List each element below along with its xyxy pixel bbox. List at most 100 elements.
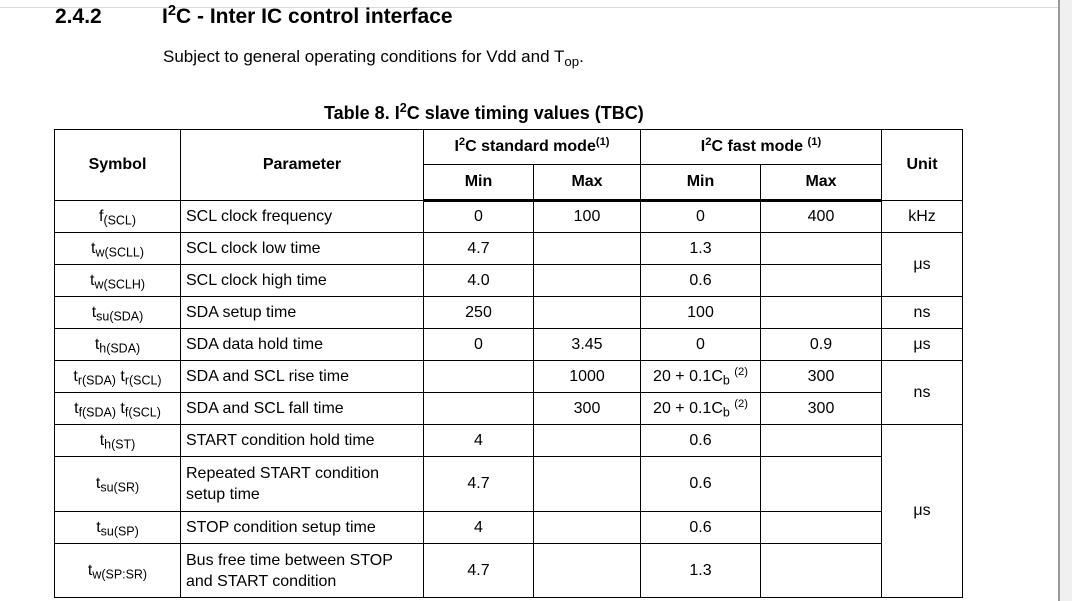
unit-cell: μs [881,232,963,297]
fast-min-cell: 20 + 0.1Cb (2) [640,392,761,425]
table-row: tsu(SR) Repeated START condition setup ti… [54,456,963,512]
parameter-cell: SCL clock low time [180,232,424,265]
std-min-cell: 4 [423,511,534,544]
fast-max-cell [760,264,882,297]
symbol-cell: tsu(SDA) [54,296,181,329]
symbol-cell: tsu(SP) [54,511,181,544]
fast-min-cell: 20 + 0.1Cb (2) [640,360,761,393]
parameter-cell: SDA setup time [180,296,424,329]
std-max-cell [533,232,641,265]
fast-max-cell: 0.9 [760,328,882,361]
symbol-cell: f(SCL) [54,200,181,233]
symbol-cell: tsu(SR) [54,456,181,512]
unit-cell: ns [881,296,963,329]
symbol-cell: th(SDA) [54,328,181,361]
unit-cell: μs [881,424,963,598]
fast-min-cell: 0.6 [640,264,761,297]
unit-cell: μs [881,328,963,361]
std-max-cell [533,296,641,329]
std-min-cell [423,392,534,425]
header-standard-mode: I2C standard mode(1) [423,129,641,165]
std-min-cell: 4.7 [423,543,534,598]
table-row: tsu(SP) STOP condition setup time 4 0.6 [54,511,963,544]
fast-min-cell: 0 [640,328,761,361]
symbol-cell: tw(SCLH) [54,264,181,297]
parameter-cell: SDA and SCL rise time [180,360,424,393]
symbol-cell: th(ST) [54,424,181,457]
table-row: f(SCL) SCL clock frequency 0 100 0 400 k… [54,200,963,233]
parameter-cell: SDA data hold time [180,328,424,361]
std-max-cell [533,264,641,297]
unit-cell: kHz [881,200,963,233]
symbol-cell: tf(SDA) tf(SCL) [54,392,181,425]
parameter-cell: SCL clock frequency [180,200,424,233]
std-min-cell: 4.7 [423,456,534,512]
std-min-cell: 0 [423,328,534,361]
table-row: tw(SP:SR) Bus free time between STOP and … [54,543,963,598]
fast-min-cell: 100 [640,296,761,329]
parameter-cell: SDA and SCL fall time [180,392,424,425]
parameter-cell: Bus free time between STOP and START cond… [180,543,424,598]
fast-min-cell: 0.6 [640,424,761,457]
fast-max-cell: 300 [760,360,882,393]
fast-max-cell [760,511,882,544]
section-title: I2C - Inter IC control interface [162,2,453,28]
table-row: th(SDA) SDA data hold time 0 3.45 0 0.9 … [54,328,963,361]
std-max-cell [533,543,641,598]
symbol-cell: tw(SCLL) [54,232,181,265]
table-row: tw(SCLL) SCL clock low time 4.7 1.3 μs [54,232,963,297]
fast-max-cell [760,456,882,512]
header-std-max: Max [533,164,641,202]
std-max-cell [533,456,641,512]
fast-max-cell [760,424,882,457]
vertical-scrollbar[interactable] [1060,0,1072,601]
table-row: th(ST) START condition hold time 4 0.6 μ… [54,424,963,598]
timing-table: Symbol Parameter I2C standard mode(1) I2… [54,129,963,598]
table-header-row: Symbol Parameter I2C standard mode(1) I2… [54,129,963,201]
parameter-cell: START condition hold time [180,424,424,457]
parameter-cell: SCL clock high time [180,264,424,297]
header-symbol: Symbol [54,129,181,201]
table-row: tsu(SDA) SDA setup time 250 100 ns [54,296,963,329]
fast-min-cell: 0.6 [640,456,761,512]
std-min-cell: 4.7 [423,232,534,265]
table-row: tf(SDA) tf(SCL) SDA and SCL fall time 30… [54,392,963,425]
scrollbar-edge [1058,0,1060,601]
std-max-cell [533,424,641,457]
std-max-cell: 300 [533,392,641,425]
fast-min-cell: 0 [640,200,761,233]
std-min-cell: 0 [423,200,534,233]
fast-min-cell: 1.3 [640,232,761,265]
table-row: tr(SDA) tr(SCL) SDA and SCL rise time 10… [54,360,963,425]
header-parameter: Parameter [180,129,424,201]
std-min-cell [423,360,534,393]
subject-text: Subject to general operating conditions … [163,47,584,69]
fast-max-cell: 400 [760,200,882,233]
std-min-cell: 250 [423,296,534,329]
fast-max-cell [760,543,882,598]
header-fast-min: Min [640,164,761,202]
table-subheader-row: Min Max Min Max [55,164,963,202]
symbol-cell: tw(SP:SR) [54,543,181,598]
top-divider [0,7,1058,8]
header-unit: Unit [881,129,963,201]
std-min-cell: 4.0 [423,264,534,297]
std-min-cell: 4 [423,424,534,457]
header-fast-mode: I2C fast mode (1) [640,129,882,165]
std-max-cell: 100 [533,200,641,233]
section-number: 2.4.2 [55,5,102,28]
table-row: tw(SCLH) SCL clock high time 4.0 0.6 [54,264,963,297]
table-caption: Table 8. I2C slave timing values (TBC) [324,101,644,123]
std-max-cell: 1000 [533,360,641,393]
fast-min-cell: 0.6 [640,511,761,544]
header-fast-max: Max [760,164,882,202]
fast-max-cell: 300 [760,392,882,425]
symbol-cell: tr(SDA) tr(SCL) [54,360,181,393]
fast-max-cell [760,232,882,265]
parameter-cell: STOP condition setup time [180,511,424,544]
std-max-cell: 3.45 [533,328,641,361]
parameter-cell: Repeated START condition setup time [180,456,424,512]
fast-min-cell: 1.3 [640,543,761,598]
unit-cell: ns [881,360,963,425]
fast-max-cell [760,296,882,329]
